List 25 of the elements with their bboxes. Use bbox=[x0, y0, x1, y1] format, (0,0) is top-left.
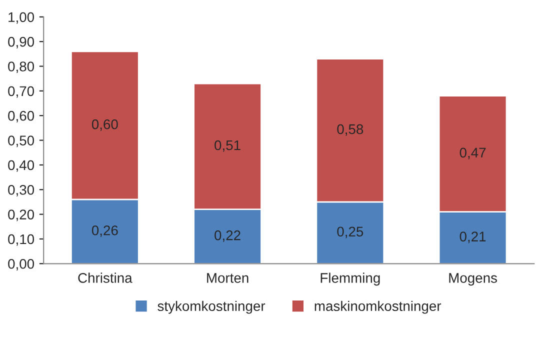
legend-label: maskinomkostninger bbox=[314, 300, 442, 314]
y-tick-label: 0,40 bbox=[8, 160, 34, 172]
legend-label: stykomkostninger bbox=[158, 300, 266, 314]
x-tick-label: Flemming bbox=[320, 272, 380, 286]
y-tick-label: 0,80 bbox=[8, 62, 34, 74]
y-tick-label: 1,00 bbox=[8, 12, 34, 24]
y-tick-label: 0,60 bbox=[8, 110, 34, 122]
data-label: 0,47 bbox=[460, 148, 486, 160]
data-label: 0,25 bbox=[337, 226, 364, 238]
y-tick-label: 0,70 bbox=[8, 86, 34, 98]
x-tick-label: Christina bbox=[78, 272, 132, 283]
y-tick-label: 0,10 bbox=[8, 234, 34, 246]
data-label: 0,58 bbox=[337, 124, 364, 136]
data-label: 0,60 bbox=[92, 119, 118, 131]
data-label: 0,22 bbox=[214, 230, 240, 242]
y-tick-label: 0,30 bbox=[8, 184, 34, 196]
data-label: 0,21 bbox=[460, 232, 486, 244]
data-label: 0,26 bbox=[92, 225, 118, 237]
x-tick-label: Morten bbox=[207, 273, 248, 283]
data-label: 0,51 bbox=[214, 140, 240, 152]
y-tick-label: 0,90 bbox=[8, 36, 34, 48]
y-tick-label: 0,00 bbox=[8, 258, 34, 270]
x-tick-label: Mogens bbox=[449, 273, 497, 286]
y-tick-label: 0,50 bbox=[8, 136, 34, 148]
y-tick-label: 0,20 bbox=[8, 210, 34, 222]
